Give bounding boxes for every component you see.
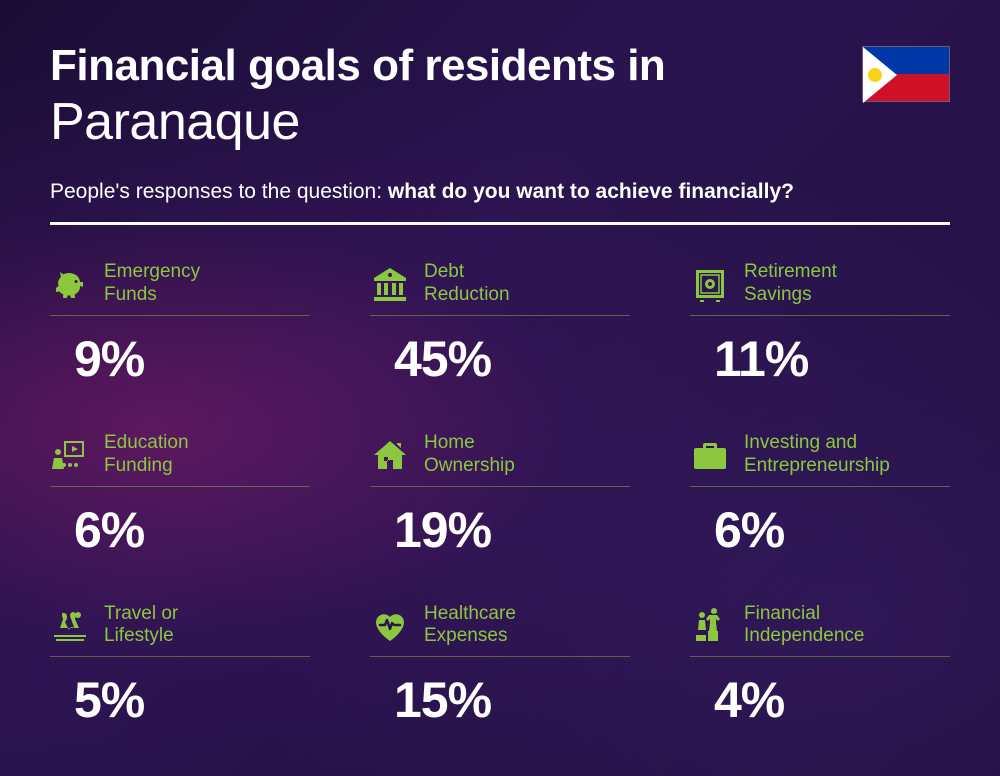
stat-education-funding: EducationFunding 6% xyxy=(50,432,310,559)
stat-value: 6% xyxy=(74,501,310,559)
stat-home-ownership: HomeOwnership 19% xyxy=(370,432,630,559)
stat-travel-lifestyle: Travel orLifestyle 5% xyxy=(50,603,310,730)
philippines-flag-icon xyxy=(862,46,950,102)
stat-label: HealthcareExpenses xyxy=(424,603,516,649)
stat-value: 19% xyxy=(394,501,630,559)
stats-grid: EmergencyFunds 9% DebtReduction 45% Reti… xyxy=(50,261,950,729)
education-icon xyxy=(50,435,90,475)
stat-healthcare: HealthcareExpenses 15% xyxy=(370,603,630,730)
title-line2: Paranaque xyxy=(50,92,950,152)
divider xyxy=(50,222,950,225)
header: Financial goals of residents in Paranaqu… xyxy=(50,42,950,152)
stat-investing: Investing andEntrepreneurship 6% xyxy=(690,432,950,559)
subtitle: People's responses to the question: what… xyxy=(50,180,950,204)
stat-label: HomeOwnership xyxy=(424,432,515,478)
stat-value: 45% xyxy=(394,330,630,388)
stat-label: RetirementSavings xyxy=(744,261,837,307)
stat-label: DebtReduction xyxy=(424,261,510,307)
stat-financial-independence: FinancialIndependence 4% xyxy=(690,603,950,730)
subtitle-prefix: People's responses to the question: xyxy=(50,180,388,203)
briefcase-icon xyxy=(690,435,730,475)
stat-label: FinancialIndependence xyxy=(744,603,864,649)
travel-icon xyxy=(50,605,90,645)
stat-emergency-funds: EmergencyFunds 9% xyxy=(50,261,310,388)
stat-label: EmergencyFunds xyxy=(104,261,200,307)
title-line1: Financial goals of residents in xyxy=(50,42,950,90)
stat-value: 9% xyxy=(74,330,310,388)
stat-label: Travel orLifestyle xyxy=(104,603,178,649)
stat-label: EducationFunding xyxy=(104,432,189,478)
stat-retirement-savings: RetirementSavings 11% xyxy=(690,261,950,388)
stat-value: 5% xyxy=(74,671,310,729)
house-icon xyxy=(370,435,410,475)
healthcare-icon xyxy=(370,605,410,645)
bank-icon xyxy=(370,264,410,304)
subtitle-bold: what do you want to achieve financially? xyxy=(388,180,794,203)
stat-value: 11% xyxy=(714,330,950,388)
stat-value: 4% xyxy=(714,671,950,729)
stat-value: 15% xyxy=(394,671,630,729)
independence-icon xyxy=(690,605,730,645)
piggy-bank-icon xyxy=(50,264,90,304)
stat-debt-reduction: DebtReduction 45% xyxy=(370,261,630,388)
stat-label: Investing andEntrepreneurship xyxy=(744,432,890,478)
safe-icon xyxy=(690,264,730,304)
stat-value: 6% xyxy=(714,501,950,559)
